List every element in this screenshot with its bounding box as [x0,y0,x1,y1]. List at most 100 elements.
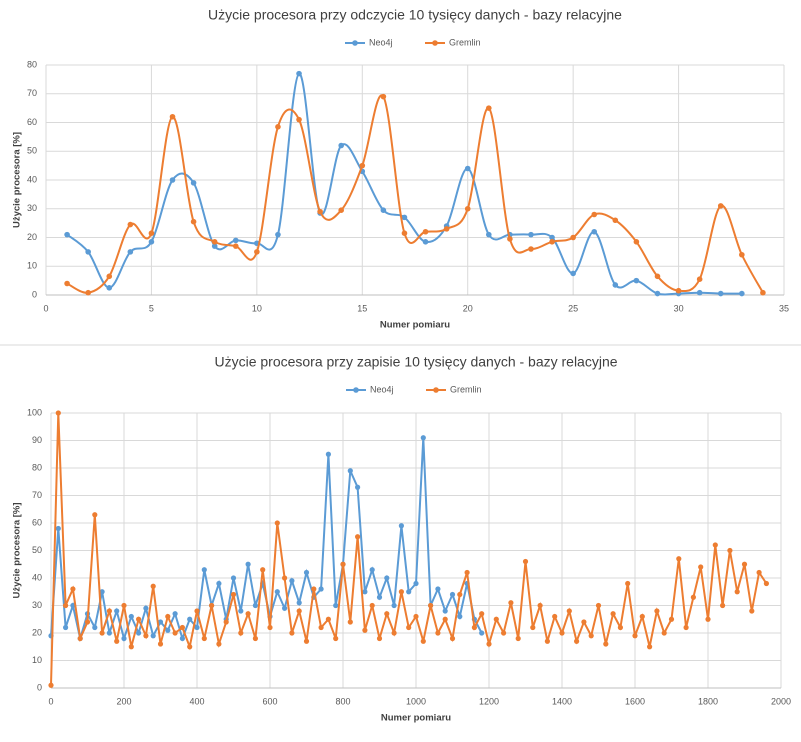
data-point [647,644,653,650]
y-tick-label: 40 [27,174,37,184]
data-point [157,619,164,625]
x-tick-label: 2000 [771,696,791,706]
data-point [698,564,704,570]
data-point [172,630,178,636]
data-point [588,633,594,639]
data-point [696,289,703,296]
y-tick-label: 80 [27,59,37,69]
data-point [157,641,164,647]
data-point [127,249,134,255]
legend-label: Neo4j [370,384,394,394]
data-point [114,638,120,644]
y-tick-label: 40 [32,572,42,582]
data-point [501,630,507,636]
data-point [63,624,69,631]
data-point [282,605,288,611]
data-point [318,624,324,631]
data-point [275,124,281,130]
data-point [493,616,499,622]
data-point [530,624,536,631]
data-point [333,602,339,609]
data-point [289,578,295,584]
data-point [457,591,463,598]
data-point [55,525,61,532]
data-point [683,624,689,631]
y-tick-label: 100 [27,407,42,417]
data-point [401,214,408,221]
data-point [595,602,602,609]
data-point [760,289,766,296]
data-point [194,624,200,631]
data-point [92,512,98,518]
y-axis-label: Użycie procesora [%] [12,502,23,598]
data-point [274,520,280,526]
data-point [720,602,726,609]
y-tick-label: 70 [32,490,42,500]
x-tick-label: 25 [568,303,578,313]
x-tick-label: 200 [116,696,131,706]
x-axis-label: Numer pomiaru [381,713,451,724]
data-point [169,113,176,120]
data-point [705,616,711,622]
data-point [150,583,156,589]
data-point [471,624,477,631]
data-point [64,231,70,238]
x-tick-label: 20 [463,303,473,313]
data-point [413,580,419,587]
y-tick-label: 20 [27,232,37,242]
data-point [654,290,661,297]
data-point [84,619,91,625]
data-point [148,230,155,236]
data-point [274,589,280,595]
data-point [230,591,237,598]
data-point [420,638,426,644]
data-point [449,635,456,642]
y-tick-label: 0 [37,682,42,692]
data-point [398,523,404,529]
data-point [369,602,375,609]
data-point [420,435,426,441]
data-point [169,177,176,183]
data-point [654,273,661,280]
data-point [347,468,353,474]
data-point [209,602,215,609]
data-point [508,600,514,606]
data-point [282,575,288,581]
data-point [413,613,419,620]
data-point [675,287,682,294]
data-point [136,616,142,622]
data-point [422,239,429,245]
data-point [362,589,368,595]
data-point [734,589,740,595]
data-point [238,630,244,636]
data-point [338,142,345,149]
legend-marker [433,387,439,393]
data-point [303,638,310,644]
data-point [507,236,513,242]
data-point [338,207,345,213]
data-point [165,627,171,633]
chart-title: Użycie procesora przy odczycie 10 tysięc… [208,7,622,23]
data-point [114,608,120,614]
y-tick-label: 10 [27,261,37,271]
data-point [318,586,324,592]
data-point [633,277,640,284]
data-point [612,282,619,288]
data-point [92,624,98,631]
data-point [99,630,105,636]
data-point [296,600,302,606]
data-point [552,613,558,620]
x-tick-label: 15 [357,303,367,313]
data-point [581,619,587,625]
data-point [739,251,745,258]
data-point [121,602,127,609]
data-point [201,635,207,642]
data-point [376,635,383,642]
legend-label: Gremlin [450,384,482,394]
data-point [267,624,273,631]
x-tick-label: 30 [674,303,684,313]
data-point [676,556,682,562]
data-point [612,217,619,224]
data-point [574,638,580,644]
data-point [85,289,91,296]
